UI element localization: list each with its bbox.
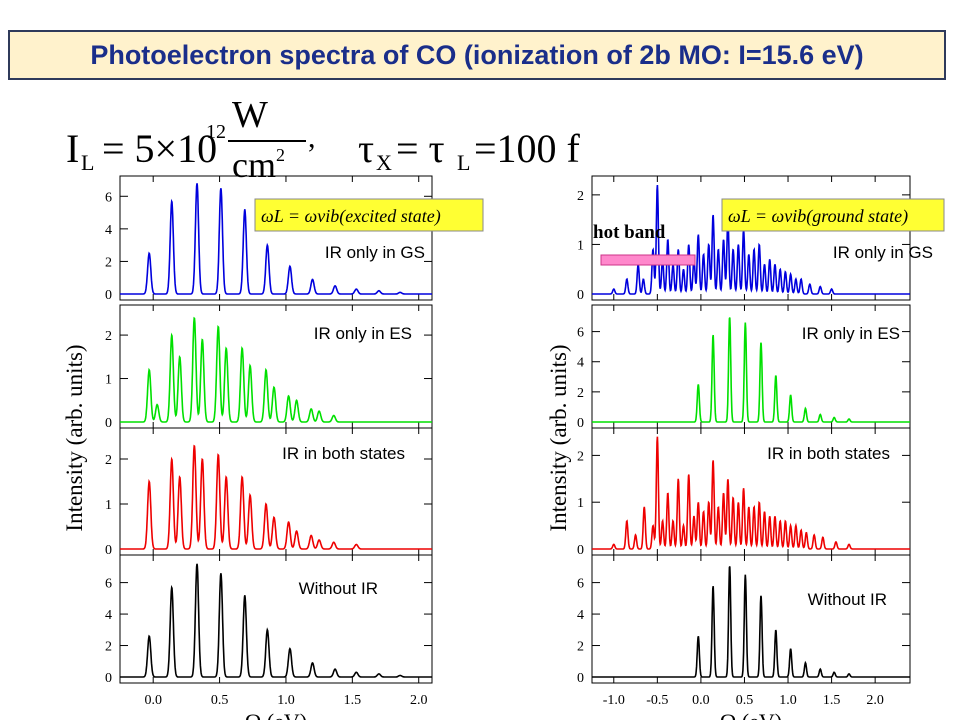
y-tick-label: 2 [105, 329, 112, 344]
formula-intensity-exp: 12 [206, 121, 226, 143]
y-tick-label: 2 [105, 640, 112, 655]
y-tick-label: 0 [577, 543, 584, 558]
condition-label: ωL = ωvib(ground state) [728, 206, 908, 227]
condition-box [721, 198, 945, 232]
x-tick-label: 0.0 [692, 693, 710, 708]
x-tick-label: 1.0 [779, 693, 797, 708]
panel-right-3: 0 1 2 IR in both states [577, 427, 911, 558]
panel-label: IR only in ES [802, 324, 900, 343]
y-tick-label: 2 [105, 453, 112, 468]
y-tick-label: 4 [577, 356, 584, 371]
panel-left-2: 0 1 2 IR only in ES [105, 304, 433, 431]
y-tick-label: 4 [105, 608, 112, 623]
y-tick-label: 2 [577, 386, 584, 401]
y-tick-label: 0 [105, 543, 112, 558]
x-tick-label: 0.0 [144, 693, 162, 708]
panel-label: IR in both states [767, 444, 890, 463]
panel-right-1: 0 1 2 IR only in GS [577, 175, 933, 303]
panel-frame [119, 554, 433, 684]
formula-tau-mid: = τ [396, 126, 445, 171]
y-tick-label: 2 [577, 640, 584, 655]
x-tick-label: 1.5 [823, 693, 841, 708]
panel-label: IR only in GS [833, 243, 933, 262]
formula-intensity-lhs: I [66, 126, 79, 171]
chart-right: 0 1 2 IR only in GS 0 2 4 6 IR only in ES 0 1 2 IR i… [546, 175, 945, 720]
spectrum-line-red [592, 436, 910, 550]
hot-band-label: hot band [593, 222, 666, 243]
x-tick-label: 0.5 [736, 693, 754, 708]
charts-root: 0 2 4 6 IR only in GS 0 1 2 IR only in ES 0 1 2 IR i… [62, 175, 945, 720]
condition-label: ωL = ωvib(excited state) [261, 206, 441, 227]
x-tick-label: -1.0 [603, 693, 625, 708]
panel-right-2: 0 2 4 6 IR only in ES [577, 304, 911, 431]
y-tick-label: 6 [577, 326, 584, 341]
formula-tau-sub-x: X [376, 150, 392, 175]
panel-label: Without IR [808, 590, 887, 609]
spectrum-line-black [592, 566, 910, 678]
formula: I L = 5×10 12 W cm 2 , τ X = τ L =100 f [66, 94, 581, 185]
panel-frame [591, 175, 911, 301]
spectrum-line-green [592, 317, 910, 423]
y-tick-label: 4 [105, 223, 112, 238]
panel-label: IR in both states [282, 444, 405, 463]
spectrum-line-red [120, 444, 432, 550]
panel-left-4: 0 2 4 6 Without IR [105, 554, 433, 686]
y-tick-label: 0 [577, 671, 584, 686]
panel-left-3: 0 1 2 IR in both states [105, 427, 433, 558]
x-tick-label: 2.0 [866, 693, 884, 708]
y-tick-label: 0 [105, 671, 112, 686]
y-tick-label: 6 [105, 190, 112, 205]
formula-tau-sub-l: L [457, 150, 470, 175]
y-tick-label: 1 [105, 373, 112, 388]
x-tick-label: 0.5 [211, 693, 229, 708]
y-axis-label: Intensity (arb. units) [62, 344, 87, 531]
hot-band-bar [600, 254, 696, 266]
y-tick-label: 0 [577, 288, 584, 303]
formula-tau-val: =100 f [474, 126, 581, 171]
condition-box [254, 198, 484, 232]
title-banner: Photoelectron spectra of CO (ionization … [8, 30, 946, 80]
spectrum-line-black [120, 563, 432, 678]
y-tick-label: 4 [577, 608, 584, 623]
x-axis-label: Ω (eV) [245, 709, 307, 720]
panel-label: Without IR [299, 579, 378, 598]
spectrum-line-green [120, 316, 432, 423]
x-tick-label: 1.5 [344, 693, 362, 708]
page-title: Photoelectron spectra of CO (ionization … [90, 39, 864, 70]
formula-tau-lhs: τ [358, 126, 374, 171]
panel-label: IR only in GS [325, 243, 425, 262]
formula-unit-den: cm [232, 145, 276, 185]
spectrum-line-blue [120, 183, 432, 295]
x-tick-label: -0.5 [646, 693, 668, 708]
panel-left-1: 0 2 4 6 IR only in GS [105, 175, 433, 303]
spectrum-line-blue [592, 184, 910, 295]
y-tick-label: 1 [105, 498, 112, 513]
formula-intensity-eq: = 5×10 [102, 126, 217, 171]
y-axis-label: Intensity (arb. units) [546, 344, 571, 531]
x-tick-label: 2.0 [410, 693, 428, 708]
x-tick-label: 1.0 [277, 693, 295, 708]
y-tick-label: 0 [577, 416, 584, 431]
formula-comma: , [308, 121, 316, 154]
y-tick-label: 1 [577, 496, 584, 511]
panel-frame [119, 175, 433, 301]
formula-unit-num: W [232, 94, 268, 136]
formula-unit-den-exp: 2 [276, 145, 285, 165]
y-tick-label: 0 [105, 416, 112, 431]
panel-frame [591, 554, 911, 684]
y-tick-label: 0 [105, 288, 112, 303]
panel-label: IR only in ES [314, 324, 412, 343]
x-axis-label: Ω (eV) [720, 709, 782, 720]
y-tick-label: 2 [577, 449, 584, 464]
y-tick-label: 2 [105, 255, 112, 270]
y-tick-label: 2 [577, 189, 584, 204]
chart-left: 0 2 4 6 IR only in GS 0 1 2 IR only in ES 0 1 2 IR i… [62, 175, 484, 720]
formula-intensity-sub: L [81, 150, 94, 175]
panel-right-4: 0 2 4 6 Without IR [577, 554, 911, 686]
y-tick-label: 1 [577, 238, 584, 253]
y-tick-label: 6 [577, 577, 584, 592]
y-tick-label: 6 [105, 577, 112, 592]
